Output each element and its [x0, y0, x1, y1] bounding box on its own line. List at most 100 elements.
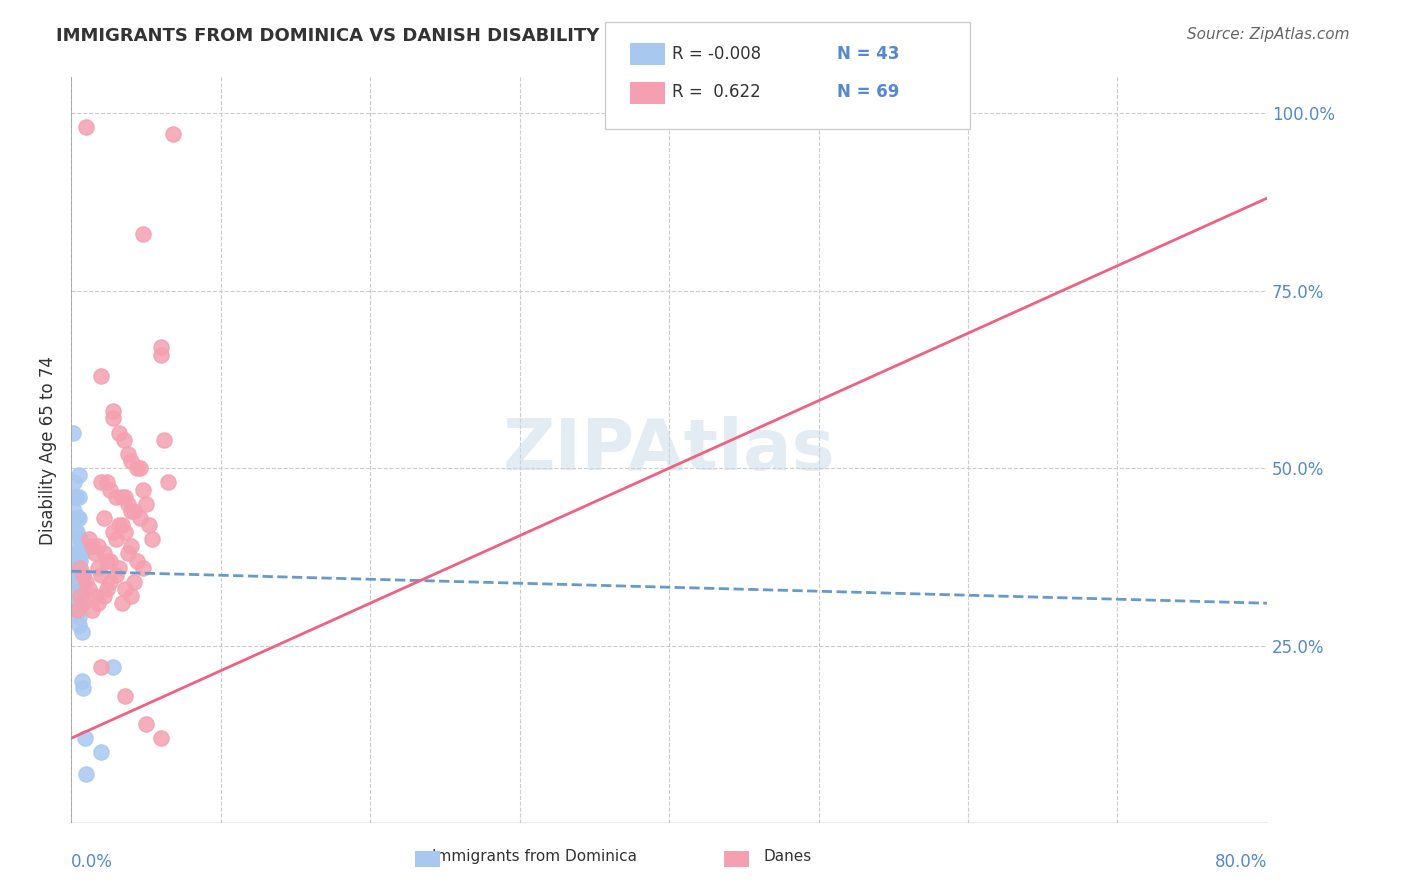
- Point: [120, 540, 142, 554]
- Point: [65, 511, 87, 525]
- Point: [135, 717, 157, 731]
- Point: [105, 533, 128, 547]
- Point: [101, 525, 124, 540]
- Point: [75, 574, 97, 589]
- Y-axis label: Disability Age 65 to 74: Disability Age 65 to 74: [39, 356, 58, 545]
- Point: [111, 596, 134, 610]
- Point: [67, 546, 90, 560]
- Text: R =  0.622: R = 0.622: [672, 83, 761, 101]
- Point: [105, 490, 128, 504]
- Point: [122, 574, 145, 589]
- Point: [93, 546, 115, 560]
- Point: [101, 660, 124, 674]
- Point: [114, 490, 136, 504]
- Point: [114, 525, 136, 540]
- Text: ZIPAtlas: ZIPAtlas: [503, 416, 835, 485]
- Point: [72, 567, 94, 582]
- Point: [117, 447, 139, 461]
- Point: [63, 504, 86, 518]
- Point: [129, 511, 152, 525]
- Point: [66, 560, 89, 574]
- Point: [67, 617, 90, 632]
- Point: [125, 553, 148, 567]
- Point: [93, 589, 115, 603]
- Point: [135, 497, 157, 511]
- Point: [72, 596, 94, 610]
- Point: [67, 468, 90, 483]
- Point: [149, 341, 172, 355]
- Point: [66, 567, 89, 582]
- Point: [66, 574, 89, 589]
- Point: [108, 425, 131, 440]
- Point: [77, 582, 100, 596]
- Point: [98, 574, 121, 589]
- Point: [69, 553, 91, 567]
- Point: [70, 546, 93, 560]
- Point: [111, 490, 134, 504]
- Point: [87, 560, 110, 574]
- Point: [63, 490, 86, 504]
- Point: [120, 589, 142, 603]
- Point: [67, 596, 90, 610]
- Point: [70, 582, 93, 596]
- Point: [90, 567, 112, 582]
- Point: [75, 120, 97, 135]
- Point: [111, 518, 134, 533]
- Point: [84, 546, 107, 560]
- Point: [117, 546, 139, 560]
- Point: [105, 567, 128, 582]
- Point: [67, 582, 90, 596]
- Point: [114, 582, 136, 596]
- Point: [67, 490, 90, 504]
- Text: 80.0%: 80.0%: [1215, 854, 1267, 871]
- Point: [69, 560, 91, 574]
- Point: [162, 128, 184, 142]
- Point: [66, 511, 89, 525]
- Point: [82, 603, 104, 617]
- Text: Immigrants from Dominica: Immigrants from Dominica: [432, 849, 637, 863]
- Point: [108, 560, 131, 574]
- Point: [65, 525, 87, 540]
- Point: [114, 689, 136, 703]
- Point: [132, 560, 155, 574]
- Text: Source: ZipAtlas.com: Source: ZipAtlas.com: [1187, 27, 1350, 42]
- Point: [122, 504, 145, 518]
- Text: Danes: Danes: [763, 849, 811, 863]
- Point: [62, 425, 84, 440]
- Point: [72, 681, 94, 696]
- Point: [67, 610, 90, 624]
- Point: [69, 589, 91, 603]
- Point: [120, 504, 142, 518]
- Point: [67, 574, 90, 589]
- Point: [69, 567, 91, 582]
- Point: [98, 553, 121, 567]
- Point: [125, 461, 148, 475]
- Text: IMMIGRANTS FROM DOMINICA VS DANISH DISABILITY AGE 65 TO 74 CORRELATION CHART: IMMIGRANTS FROM DOMINICA VS DANISH DISAB…: [56, 27, 965, 45]
- Point: [153, 433, 176, 447]
- Point: [98, 483, 121, 497]
- Point: [63, 475, 86, 490]
- Text: 0.0%: 0.0%: [72, 854, 112, 871]
- Point: [66, 525, 89, 540]
- Point: [120, 454, 142, 468]
- Point: [69, 582, 91, 596]
- Point: [93, 511, 115, 525]
- Point: [69, 533, 91, 547]
- Point: [69, 596, 91, 610]
- Point: [101, 404, 124, 418]
- Text: R = -0.008: R = -0.008: [672, 45, 761, 62]
- Point: [90, 660, 112, 674]
- Point: [96, 553, 118, 567]
- Point: [138, 518, 160, 533]
- Point: [101, 411, 124, 425]
- Point: [90, 368, 112, 383]
- Point: [65, 490, 87, 504]
- Point: [129, 461, 152, 475]
- Point: [67, 511, 90, 525]
- Point: [149, 347, 172, 361]
- Point: [132, 483, 155, 497]
- Point: [65, 546, 87, 560]
- Point: [141, 533, 163, 547]
- Text: N = 69: N = 69: [837, 83, 898, 101]
- Point: [90, 475, 112, 490]
